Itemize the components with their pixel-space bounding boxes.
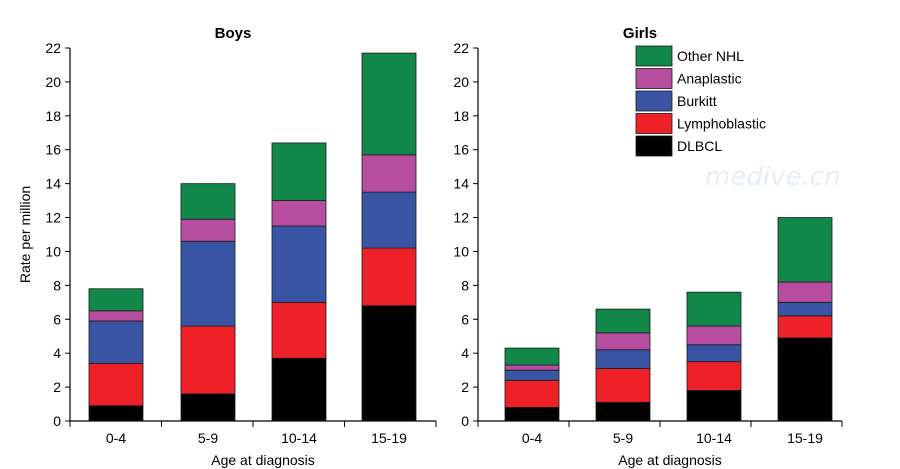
- x-tick-label: 0-4: [522, 430, 542, 446]
- bar-segment-other-nhl: [777, 217, 833, 283]
- y-tick-label: 4: [461, 345, 469, 361]
- bar-segment-anaplastic: [504, 364, 560, 371]
- bar-segment-anaplastic: [271, 200, 327, 227]
- y-tick-label: 16: [45, 142, 61, 158]
- y-tick-label: 22: [45, 40, 61, 56]
- bar-segment-lymphoblastic: [777, 315, 833, 339]
- bar-segment-other-nhl: [180, 183, 236, 220]
- bar-segment-other-nhl: [504, 347, 560, 366]
- legend-swatch-dlbcl: [635, 135, 673, 157]
- y-tick-label: 0: [53, 413, 61, 429]
- legend-label: Lymphoblastic: [677, 116, 766, 132]
- y-tick-label: 4: [53, 345, 61, 361]
- legend-label: Anaplastic: [677, 71, 742, 87]
- x-tick-label: 0-4: [106, 430, 126, 446]
- legend-label: Burkitt: [677, 93, 717, 109]
- x-tick-label: 15-19: [371, 430, 407, 446]
- y-tick-label: 2: [461, 379, 469, 395]
- legend-swatch-lymphoblastic: [635, 113, 673, 134]
- bar-segment-burkitt: [686, 344, 742, 363]
- legend-label: DLBCL: [677, 138, 722, 154]
- y-axis-label: Rate per million: [17, 186, 33, 283]
- y-tick-label: 8: [53, 277, 61, 293]
- y-tick-label: 12: [45, 210, 61, 226]
- bar-segment-lymphoblastic: [361, 247, 417, 307]
- y-tick-label: 20: [45, 74, 61, 90]
- bar-segment-dlbcl: [361, 305, 417, 422]
- x-tick-label: 5-9: [613, 430, 633, 446]
- bar-segment-burkitt: [504, 369, 560, 381]
- bar-segment-other-nhl: [595, 308, 651, 334]
- bar-segment-dlbcl: [777, 337, 833, 422]
- y-tick-label: 12: [453, 210, 469, 226]
- chart-legend: Other NHL Anaplastic Burkitt Lymphoblastic D…: [635, 45, 766, 157]
- bar-segment-anaplastic: [595, 332, 651, 351]
- bar-segment-anaplastic: [686, 325, 742, 346]
- bar-segment-dlbcl: [504, 407, 560, 422]
- bar-segment-other-nhl: [686, 291, 742, 327]
- legend-swatch-other-nhl: [635, 45, 673, 67]
- bar-segment-anaplastic: [88, 310, 144, 322]
- y-tick-label: 16: [453, 142, 469, 158]
- x-axis-label: Age at diagnosis: [618, 452, 722, 468]
- bar-segment-other-nhl: [88, 288, 144, 312]
- bar-segment-lymphoblastic: [88, 362, 144, 407]
- legend-swatch-anaplastic: [635, 68, 673, 89]
- bar-segment-burkitt: [88, 320, 144, 364]
- y-tick-label: 6: [53, 311, 61, 327]
- y-tick-label: 18: [45, 108, 61, 124]
- y-tick-label: 18: [453, 108, 469, 124]
- bar-segment-dlbcl: [88, 405, 144, 422]
- bar-segment-dlbcl: [271, 357, 327, 422]
- bar-segment-burkitt: [595, 349, 651, 369]
- y-tick-label: 10: [45, 243, 61, 259]
- bar-segment-lymphoblastic: [271, 301, 327, 359]
- boys-chart-panel: Boys 0 2 4 6 8 10 12 14 16 18 20 22 0-4 5-9 10-14 15-19 A…: [17, 25, 437, 468]
- bar-segment-burkitt: [361, 191, 417, 249]
- legend-swatch-burkitt: [635, 90, 673, 112]
- y-tick-label: 14: [45, 176, 61, 192]
- bar-segment-dlbcl: [180, 393, 236, 422]
- watermark-text: medive.cn: [705, 162, 840, 192]
- y-tick-label: 2: [53, 379, 61, 395]
- x-tick-label: 15-19: [787, 430, 823, 446]
- y-tick-label: 0: [461, 413, 469, 429]
- x-axis-label: Age at diagnosis: [211, 452, 315, 468]
- y-tick-label: 6: [461, 311, 469, 327]
- bar-segment-lymphoblastic: [180, 325, 236, 395]
- bar-segment-lymphoblastic: [504, 379, 560, 408]
- bar-segment-anaplastic: [777, 281, 833, 303]
- x-tick-label: 10-14: [281, 430, 317, 446]
- y-tick-label: 10: [453, 243, 469, 259]
- bar-segment-other-nhl: [361, 52, 417, 156]
- x-tick-label: 10-14: [696, 430, 732, 446]
- bar-segment-other-nhl: [271, 142, 327, 201]
- girls-chart-panel: Girls 0 2 4 6 8 10 12 14 16 18 20 22 0-4 5-9 10-14 15-19…: [453, 25, 843, 468]
- y-tick-label: 22: [453, 40, 469, 56]
- bar-segment-anaplastic: [180, 218, 236, 242]
- bar-segment-lymphoblastic: [595, 368, 651, 403]
- bar-segment-burkitt: [777, 301, 833, 317]
- bar-segment-burkitt: [180, 240, 236, 327]
- y-tick-label: 8: [461, 277, 469, 293]
- chart-title: Boys: [215, 25, 252, 42]
- chart-title: Girls: [623, 25, 657, 42]
- y-tick-label: 14: [453, 176, 469, 192]
- y-tick-label: 20: [453, 74, 469, 90]
- bar-segment-burkitt: [271, 225, 327, 303]
- bar-segment-dlbcl: [595, 401, 651, 422]
- legend-label: Other NHL: [677, 48, 744, 64]
- x-tick-label: 5-9: [198, 430, 218, 446]
- bar-segment-lymphoblastic: [686, 361, 742, 391]
- bar-segment-anaplastic: [361, 154, 417, 193]
- bar-segment-dlbcl: [686, 390, 742, 422]
